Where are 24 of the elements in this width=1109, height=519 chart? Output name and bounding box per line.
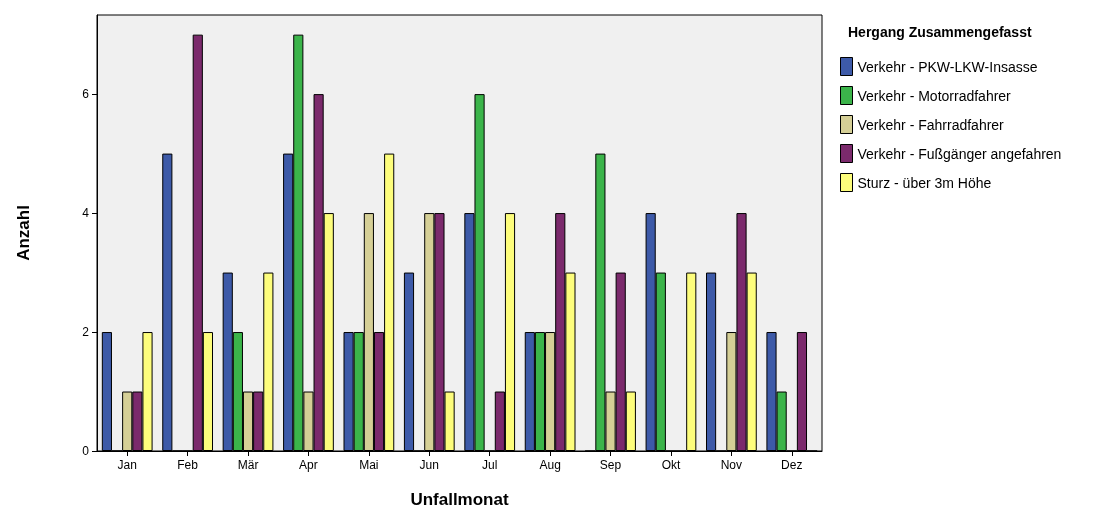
- legend-title: Hergang Zusammengefasst: [848, 24, 1032, 40]
- x-tick-label: Jan: [117, 458, 137, 472]
- x-tick-label: Jul: [482, 458, 498, 472]
- x-tick-label: Feb: [177, 458, 199, 472]
- legend-label: Sturz - über 3m Höhe: [857, 174, 992, 191]
- x-tick-label: Mär: [237, 458, 259, 472]
- legend-label: Verkehr - Fahrradfahrer: [857, 116, 1005, 133]
- legend-label: Verkehr - PKW-LKW-Insasse: [857, 58, 1038, 75]
- y-tick-label: 0: [82, 444, 90, 458]
- x-tick-label: Dez: [781, 458, 803, 472]
- x-tick-label: Apr: [299, 458, 318, 472]
- y-axis-title: Anzahl: [14, 205, 33, 261]
- y-tick-label: 6: [82, 87, 90, 102]
- legend-label: Verkehr - Fußgänger angefahren: [857, 145, 1062, 162]
- y-tick-label: 2: [82, 325, 90, 340]
- y-tick-label: 4: [82, 206, 90, 221]
- x-tick-label: Nov: [720, 458, 743, 472]
- legend-label: Verkehr - Motorradfahrer: [857, 87, 1012, 104]
- x-tick-label: Okt: [661, 458, 681, 472]
- x-tick-label: Jun: [419, 458, 439, 472]
- x-tick-label: Sep: [599, 458, 622, 472]
- x-axis-title: Unfallmonat: [410, 490, 509, 509]
- x-tick-label: Mai: [359, 458, 379, 472]
- x-tick-label: Aug: [539, 458, 561, 472]
